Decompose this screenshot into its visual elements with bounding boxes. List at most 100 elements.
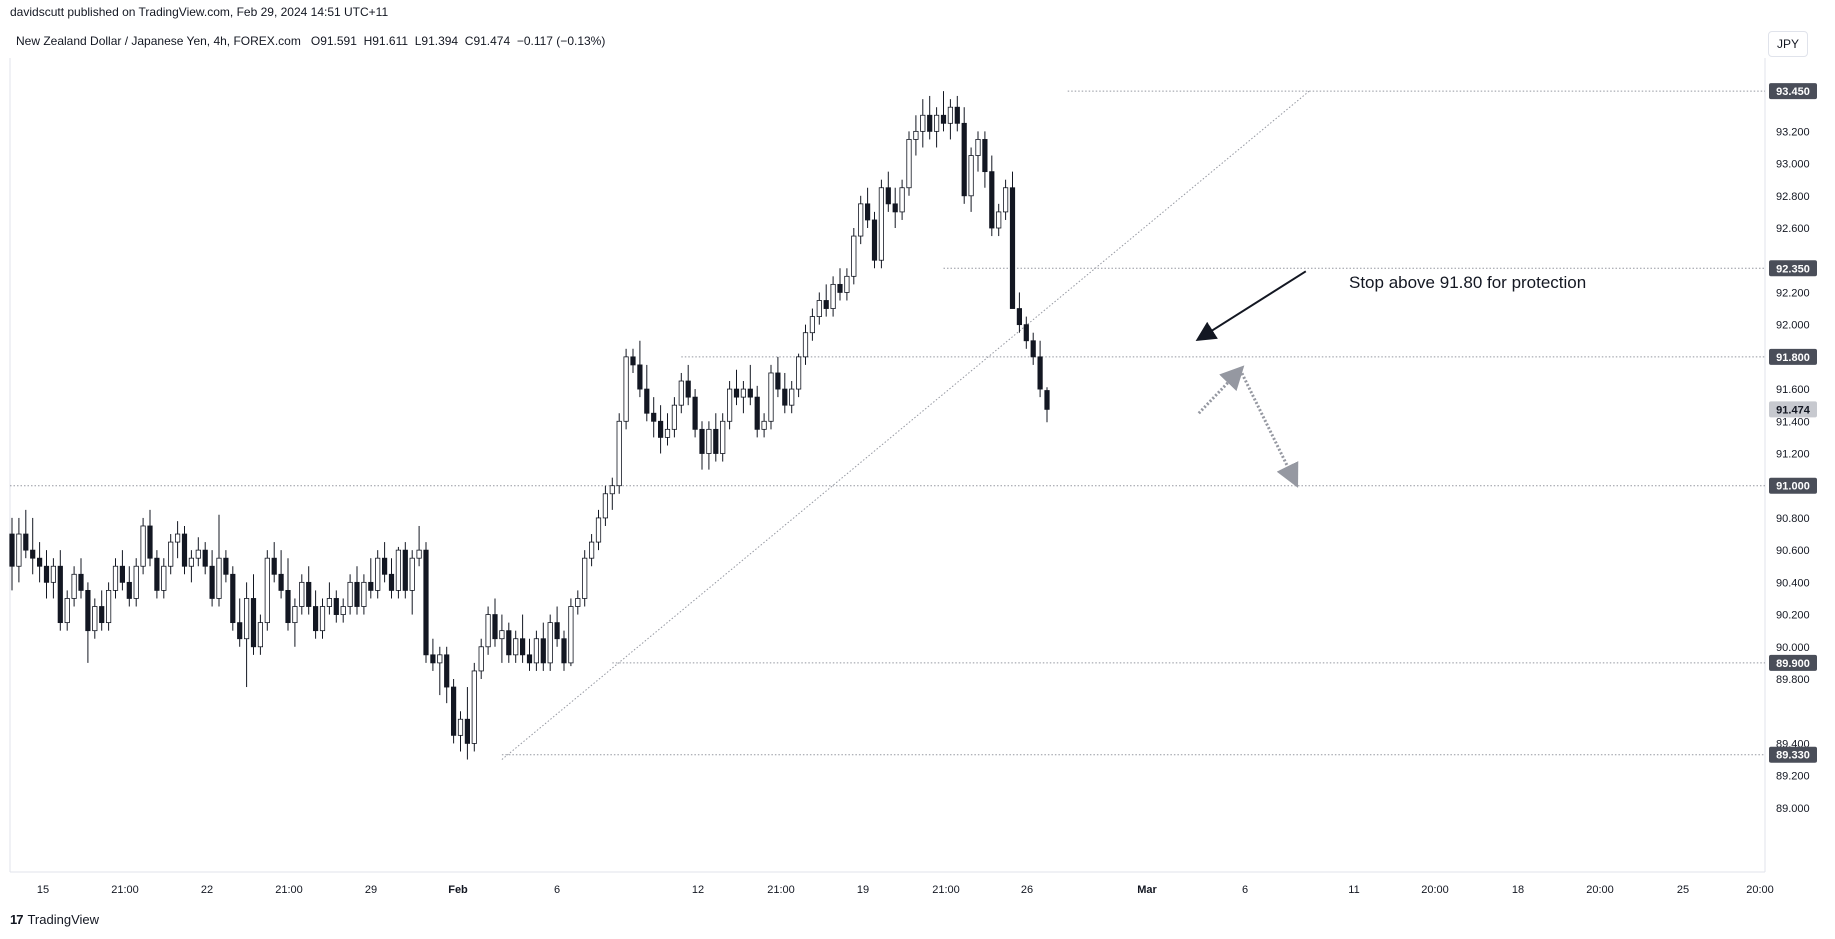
candle [216, 514, 222, 607]
annotation-arrow [1195, 270, 1307, 341]
candle [513, 630, 519, 663]
candle [782, 372, 788, 414]
price-label-text: 89.900 [1776, 658, 1810, 670]
candle [333, 590, 339, 623]
candle [478, 638, 484, 679]
candle [444, 646, 450, 704]
candle [471, 662, 477, 752]
candle [1030, 332, 1036, 365]
candle [299, 574, 305, 615]
candle [43, 550, 50, 599]
candle [747, 364, 753, 406]
candle [637, 340, 643, 398]
candle [50, 558, 57, 599]
price-label-box [1769, 654, 1817, 671]
candle [312, 590, 319, 639]
candle [9, 517, 15, 591]
candle [727, 381, 733, 430]
price-label-box [1769, 746, 1817, 763]
x-tick-label: 21:00 [275, 884, 303, 896]
y-tick-label: 90.000 [1776, 642, 1810, 654]
candle [996, 203, 1002, 237]
publish-info: davidscutt published on TradingView.com,… [10, 5, 389, 19]
candle [609, 477, 615, 510]
y-tick-label: 92.000 [1776, 320, 1810, 332]
candle [616, 413, 622, 494]
candle [796, 353, 802, 398]
candle [713, 413, 719, 462]
price-label-text: 93.450 [1776, 86, 1810, 98]
candle [306, 566, 312, 615]
open-value: 91.591 [320, 34, 357, 48]
candle [644, 364, 650, 422]
candle [168, 534, 174, 575]
candle [492, 598, 498, 647]
y-tick-label: 92.600 [1776, 223, 1810, 235]
x-tick-label: 6 [1242, 884, 1248, 896]
candle [871, 211, 878, 269]
candle [506, 622, 512, 663]
trend-line [501, 90, 1310, 760]
open-label: O [310, 34, 321, 48]
x-tick-label: 18 [1512, 884, 1524, 896]
candle [802, 324, 809, 365]
candle [499, 614, 505, 663]
candle [340, 598, 346, 623]
price-chart[interactable]: 89.00089.20089.40089.80090.00090.20090.4… [0, 0, 1835, 900]
candle [243, 582, 250, 688]
candle [906, 131, 912, 196]
candle [830, 276, 836, 317]
price-label-text: 89.330 [1776, 750, 1810, 762]
candle [230, 566, 236, 631]
candle [133, 558, 139, 607]
price-label-box [1769, 260, 1817, 277]
candle [920, 99, 926, 148]
high-label: H [363, 34, 373, 48]
x-tick-label: 21:00 [932, 884, 960, 896]
y-tick-label: 90.600 [1776, 545, 1810, 557]
x-tick-label: 20:00 [1586, 884, 1614, 896]
candle [278, 550, 284, 599]
candle [292, 598, 298, 647]
candle [595, 509, 602, 551]
price-label-text: 91.800 [1776, 352, 1810, 364]
candle [92, 598, 98, 639]
low-label: L [414, 34, 422, 48]
candle [37, 542, 43, 583]
footer: 17 TradingView [10, 912, 99, 927]
candle [209, 550, 215, 607]
candle [381, 542, 388, 583]
candle [954, 95, 960, 132]
candle [823, 284, 829, 317]
candle [16, 517, 22, 583]
candle [174, 521, 181, 559]
candle [844, 268, 850, 301]
high-value: 91.611 [372, 34, 409, 48]
candle [430, 638, 436, 671]
candle [1023, 316, 1029, 349]
candle [23, 509, 29, 559]
currency-button[interactable]: JPY [1768, 31, 1808, 57]
candle [154, 550, 160, 599]
candle [1037, 340, 1043, 398]
candle [264, 550, 270, 631]
candle [775, 356, 781, 398]
candle [147, 509, 153, 567]
candle [395, 546, 402, 599]
candle [761, 413, 767, 438]
candle [437, 646, 443, 696]
price-label-text: 91.000 [1776, 481, 1810, 493]
price-label-box [1769, 348, 1817, 365]
candle [809, 308, 816, 341]
candle [520, 614, 526, 663]
candle [409, 550, 415, 615]
candle [623, 348, 629, 430]
x-tick-label: 19 [857, 884, 869, 896]
candle [257, 614, 264, 655]
candle [1016, 292, 1023, 333]
candle [368, 558, 374, 599]
candle [789, 381, 795, 414]
candle [161, 558, 167, 599]
candle [126, 566, 132, 607]
y-tick-label: 89.200 [1776, 771, 1810, 783]
